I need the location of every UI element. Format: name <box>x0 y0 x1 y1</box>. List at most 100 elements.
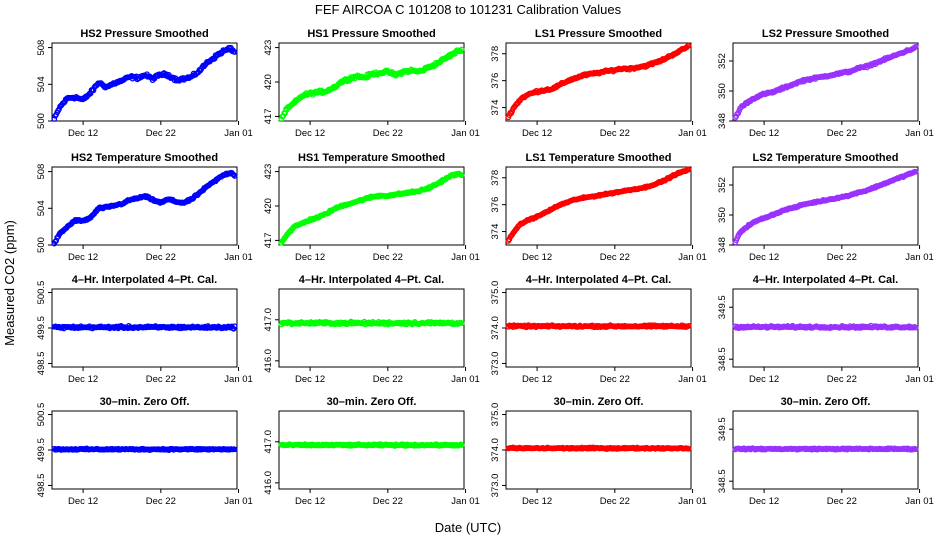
x-tick-label: Dec 22 <box>827 374 857 385</box>
y-tick-label: 352 <box>717 177 728 193</box>
plot-frame <box>278 288 465 368</box>
data-points <box>732 43 919 121</box>
panel-title: 4–Hr. Interpolated 4–Pt. Cal. <box>526 274 672 286</box>
data-points <box>732 168 919 246</box>
data-points <box>505 42 692 121</box>
x-tick-label: Dec 12 <box>749 128 779 139</box>
data-points <box>278 318 465 328</box>
x-tick-label: Jan 01 <box>678 252 707 263</box>
x-tick-label: Dec 22 <box>146 374 176 385</box>
x-tick-label: Dec 22 <box>373 128 403 139</box>
x-tick-label: Jan 01 <box>678 374 707 385</box>
y-tick-label: 348.5 <box>717 347 728 371</box>
x-tick-label: Dec 22 <box>827 496 857 507</box>
panel-title: 30–min. Zero Off. <box>781 396 871 408</box>
y-tick-label: 349.5 <box>717 295 728 319</box>
data-point <box>231 446 238 453</box>
y-tick-label: 375.0 <box>490 403 501 427</box>
x-tick-label: Jan 01 <box>451 128 480 139</box>
data-point <box>458 320 465 327</box>
data-point <box>230 325 237 332</box>
data-point <box>685 445 692 452</box>
y-tick-label: 508 <box>36 164 47 180</box>
x-tick-label: Dec 12 <box>68 496 98 507</box>
panel-1-0: HS2 Temperature Smoothed Dec 12 Dec 22 Jan … <box>36 152 253 263</box>
y-tick-label: 416.0 <box>263 349 274 373</box>
data-points <box>505 444 692 452</box>
x-tick-label: Dec 22 <box>373 252 403 263</box>
y-tick-label: 499.5 <box>36 438 47 462</box>
x-tick-label: Jan 01 <box>224 252 253 263</box>
plot-frame <box>51 42 238 122</box>
data-points <box>505 322 692 331</box>
y-tick-label: 423 <box>263 40 274 56</box>
panel-1-3: LS2 Temperature Smoothed Dec 12 Dec 22 Jan … <box>717 152 934 263</box>
x-tick-label: Jan 01 <box>905 374 934 385</box>
x-tick-label: Dec 12 <box>68 374 98 385</box>
x-tick-label: Dec 22 <box>600 496 630 507</box>
x-tick-label: Jan 01 <box>451 496 480 507</box>
y-axis-label: Measured CO2 (ppm) <box>2 220 17 346</box>
y-tick-label: 500 <box>36 113 47 129</box>
y-tick-label: 504 <box>36 76 47 92</box>
panel-0-2: LS1 Pressure Smoothed Dec 12 Dec 22 Jan 01 3… <box>490 28 707 139</box>
data-point <box>231 49 238 55</box>
data-points <box>732 445 919 453</box>
plot-frame <box>505 42 692 122</box>
x-tick-label: Jan 01 <box>905 252 934 263</box>
x-tick-label: Dec 12 <box>522 128 552 139</box>
panel-title: HS1 Pressure Smoothed <box>307 28 435 40</box>
y-tick-label: 375.0 <box>490 281 501 305</box>
y-tick-label: 417 <box>263 108 274 124</box>
x-tick-label: Dec 12 <box>68 252 98 263</box>
panel-title: LS2 Temperature Smoothed <box>753 152 899 164</box>
y-tick-label: 417.0 <box>263 430 274 454</box>
panel-3-1: 30–min. Zero Off. Dec 12 Dec 22 Jan 01 416.0… <box>263 396 480 507</box>
y-tick-label: 508 <box>36 40 47 56</box>
panel-title: 30–min. Zero Off. <box>327 396 417 408</box>
y-tick-label: 504 <box>36 200 47 216</box>
x-tick-label: Dec 12 <box>522 496 552 507</box>
data-point <box>912 446 919 453</box>
y-tick-label: 373.0 <box>490 474 501 498</box>
plot-frame <box>732 42 919 122</box>
data-point <box>51 116 58 122</box>
panel-title: 30–min. Zero Off. <box>100 396 190 408</box>
x-tick-label: Dec 12 <box>522 374 552 385</box>
y-tick-label: 350 <box>717 83 728 99</box>
panel-2-1: 4–Hr. Interpolated 4–Pt. Cal. Dec 12 Dec 2… <box>263 274 480 385</box>
data-point <box>912 324 919 331</box>
plot-frame <box>278 410 465 490</box>
plot-frame <box>51 166 238 246</box>
data-point <box>458 172 465 179</box>
x-tick-label: Dec 22 <box>373 374 403 385</box>
x-tick-label: Jan 01 <box>678 496 707 507</box>
y-tick-label: 374 <box>490 100 501 116</box>
y-tick-label: 350 <box>717 207 728 223</box>
y-tick-label: 348 <box>717 113 728 129</box>
data-point <box>230 172 237 178</box>
x-tick-label: Dec 22 <box>373 496 403 507</box>
panel-0-0: HS2 Pressure Smoothed Dec 12 Dec 22 Jan 01 5… <box>36 28 253 139</box>
panel-title: 4–Hr. Interpolated 4–Pt. Cal. <box>753 274 899 286</box>
plot-frame <box>505 166 692 246</box>
x-tick-label: Jan 01 <box>224 496 253 507</box>
x-tick-label: Dec 12 <box>295 374 325 385</box>
y-tick-label: 378 <box>490 170 501 186</box>
y-tick-label: 376 <box>490 197 501 213</box>
plot-frame <box>278 42 465 122</box>
panel-0-3: LS2 Pressure Smoothed Dec 12 Dec 22 Jan 01 3… <box>717 28 934 139</box>
y-tick-label: 348.5 <box>717 469 728 493</box>
data-point <box>685 322 692 329</box>
panel-3-0: 30–min. Zero Off. Dec 12 Dec 22 Jan 01 498.5… <box>36 396 253 507</box>
x-tick-label: Dec 12 <box>749 496 779 507</box>
data-points <box>51 322 238 332</box>
data-point <box>90 87 97 94</box>
y-tick-label: 378 <box>490 46 501 62</box>
panel-title: 4–Hr. Interpolated 4–Pt. Cal. <box>299 274 445 286</box>
data-points <box>278 170 465 246</box>
x-tick-label: Jan 01 <box>451 374 480 385</box>
panel-title: HS1 Temperature Smoothed <box>298 152 445 164</box>
y-tick-label: 417.0 <box>263 308 274 332</box>
